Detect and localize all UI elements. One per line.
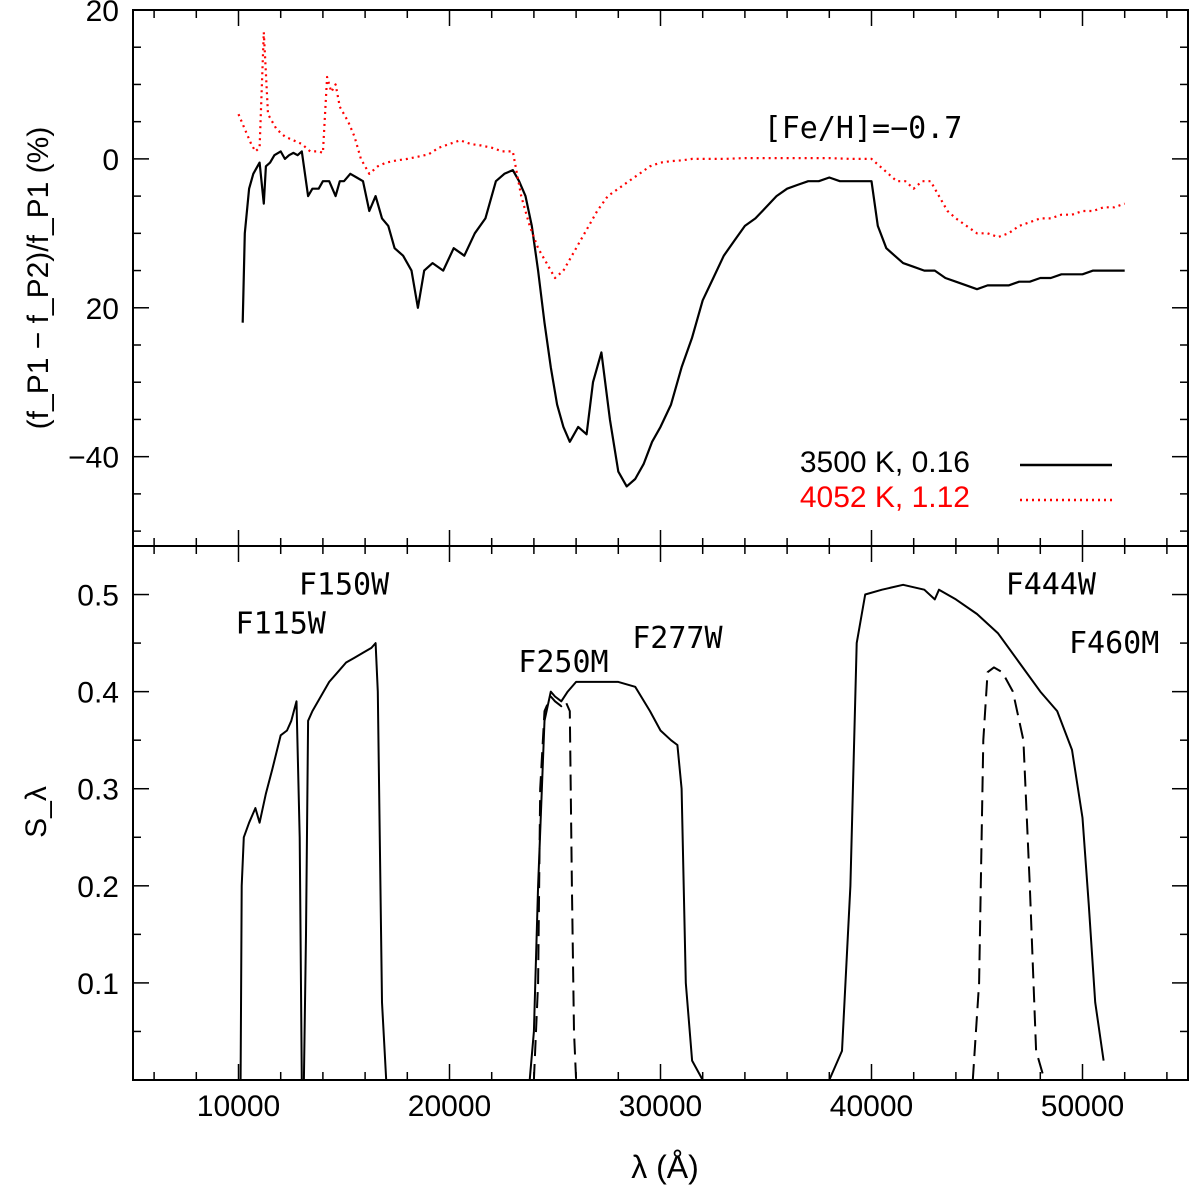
top-y-axis-label: (f_P1 − f_P2)/f_P1 (%) bbox=[22, 127, 55, 430]
legend-label-dotted: 4052 K, 1.12 bbox=[800, 481, 970, 514]
filter-label-f115w: F115W bbox=[236, 606, 327, 641]
top-y-tick-label: −40 bbox=[68, 442, 119, 475]
top-y-tick-label: 20 bbox=[86, 0, 119, 28]
bottom-y-tick-label: 0.5 bbox=[77, 580, 119, 613]
bottom-y-tick-label: 0.2 bbox=[77, 871, 119, 904]
bottom-panel-ticks: 0.1 0.2 0.3 0.4 0.5 10000 20000 30000 40000 50000 bbox=[77, 545, 1188, 1123]
top-y-tick-label: 20 bbox=[86, 293, 119, 326]
metallicity-annotation: [Fe/H]=−0.7 bbox=[764, 111, 963, 146]
x-tick-label: 30000 bbox=[619, 1090, 702, 1123]
filter-label-f250m: F250M bbox=[518, 645, 608, 680]
filter-curve-f115w bbox=[239, 700, 303, 1081]
bottom-y-axis-label: S_λ bbox=[20, 786, 53, 838]
x-axis-label: λ (Å) bbox=[631, 1149, 699, 1185]
filter-curve-f444w bbox=[828, 583, 1105, 1081]
filter-curve-f277w bbox=[528, 680, 704, 1081]
filter-label-f444w: F444W bbox=[1006, 568, 1097, 603]
filter-label-f150w: F150W bbox=[299, 568, 390, 603]
filter-curve-f250m bbox=[532, 695, 578, 1081]
top-series-line-solid bbox=[241, 150, 1125, 488]
x-tick-label: 40000 bbox=[830, 1090, 913, 1123]
top-panel-ticks: 20 0 20 −40 bbox=[68, 0, 1188, 546]
filter-label-f460m: F460M bbox=[1069, 626, 1159, 661]
filter-curve-f460m bbox=[971, 666, 1046, 1081]
top-panel-series bbox=[237, 31, 1126, 488]
top-y-tick-label: 0 bbox=[102, 144, 119, 177]
x-tick-label: 20000 bbox=[408, 1090, 491, 1123]
bottom-y-tick-label: 0.4 bbox=[77, 677, 119, 710]
bottom-y-tick-label: 0.1 bbox=[77, 968, 119, 1001]
top-series-line-dotted bbox=[237, 31, 1126, 280]
x-tick-label: 50000 bbox=[1041, 1090, 1124, 1123]
bottom-y-tick-label: 0.3 bbox=[77, 774, 119, 807]
filter-label-f277w: F277W bbox=[632, 621, 723, 656]
legend: 3500 K, 0.16 4052 K, 1.12 bbox=[800, 446, 1112, 514]
filter-curve-f150w bbox=[302, 642, 388, 1081]
legend-label-solid: 3500 K, 0.16 bbox=[800, 446, 970, 479]
x-tick-label: 10000 bbox=[197, 1090, 280, 1123]
